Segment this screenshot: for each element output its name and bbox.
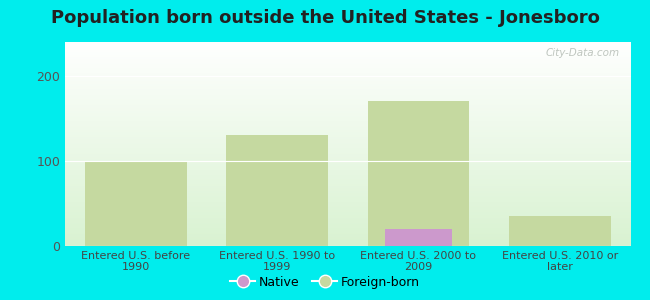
Legend: Native, Foreign-born: Native, Foreign-born	[225, 271, 425, 294]
Text: City-Data.com: City-Data.com	[545, 48, 619, 58]
Bar	[226, 136, 328, 246]
Bar	[509, 216, 611, 246]
Bar	[385, 229, 452, 246]
Bar	[84, 161, 187, 246]
Bar	[367, 101, 469, 246]
Text: Population born outside the United States - Jonesboro: Population born outside the United State…	[51, 9, 599, 27]
